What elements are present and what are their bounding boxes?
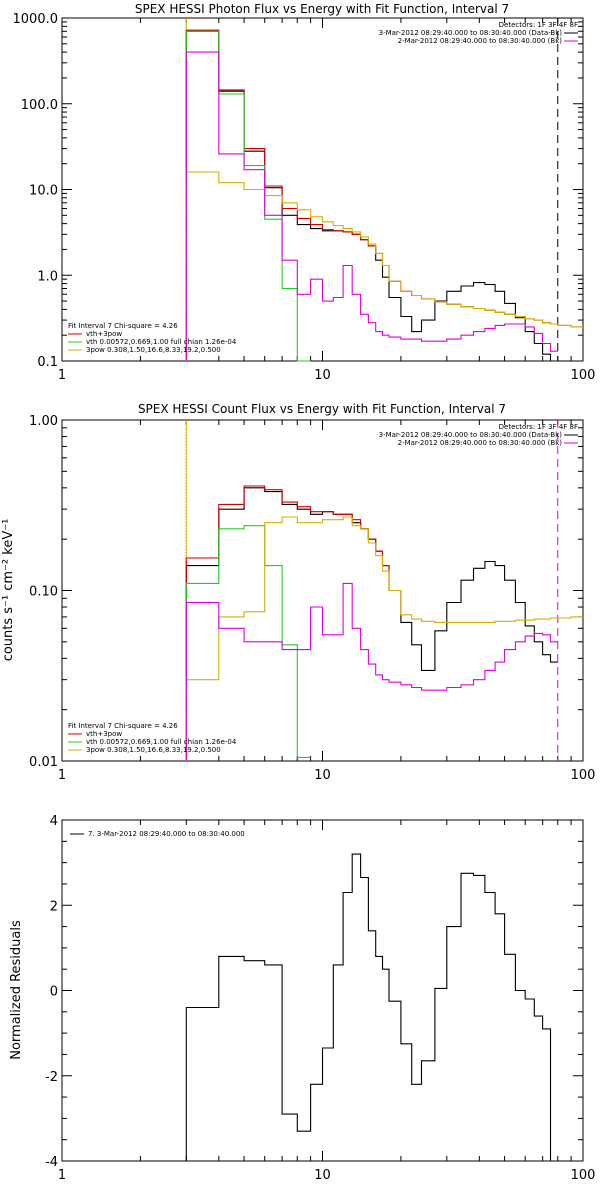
series-7-3-mar-2012-08-29-40-000-to-08-30-40-000 — [185, 853, 558, 1162]
x-tick-label: 1 — [58, 1168, 66, 1183]
reference-lines — [185, 18, 559, 361]
y-tick-label: 100.0 — [21, 98, 58, 113]
legend-bk-label: 2-Mar-2012 08:29:40.000 to 08:30:40.000 … — [398, 439, 563, 447]
x-tick-label: 1 — [58, 368, 66, 383]
y-tick-label: 4 — [50, 814, 58, 829]
legend-power-label: 3pow 0.308,1.50,16.6,8.33,19.2,0.500 — [86, 746, 221, 754]
legend-left: Fit Interval 7 Chi-square = 4.26 vth+3po… — [68, 722, 237, 754]
legend-fit-info: Fit Interval 7 Chi-square = 4.26 — [68, 722, 178, 730]
photon-flux-panel: SPEX HESSI Photon Flux vs Energy with Fi… — [13, 2, 596, 383]
legend-fit-info: Fit Interval 7 Chi-square = 4.26 — [68, 322, 178, 330]
series-vth-3pow — [185, 29, 583, 361]
x-tick-label: 100 — [571, 368, 596, 383]
residuals-panel: Normalized Residuals 1 10 100 -4 -2 0 2 4 7. 3-… — [9, 814, 595, 1183]
legend-label: 7. 3-Mar-2012 08:29:40.000 to 08:30:40.0… — [88, 830, 245, 838]
legend-total-label: vth+3pow — [86, 730, 122, 738]
legend: 7. 3-Mar-2012 08:29:40.000 to 08:30:40.0… — [70, 830, 245, 838]
y-tick-label: 0.1 — [37, 355, 58, 370]
y-tick-label: 1.0 — [37, 269, 58, 284]
plot-frame — [61, 819, 584, 1162]
y-axis-label: counts s⁻¹ cm⁻² keV⁻¹ — [1, 519, 16, 662]
y-tick-label: 0 — [50, 985, 58, 1000]
legend-thermal-label: vth 0.00572,0.669,1.00 full chian 1.26e-… — [86, 338, 237, 346]
x-tick-label: 10 — [314, 1168, 331, 1183]
plot-frame — [61, 17, 584, 362]
series-3pow — [185, 171, 583, 361]
series-group — [185, 29, 583, 362]
series-2-mar-2012-08-29-40-000-to-08-30-40-000-bk — [185, 582, 558, 761]
x-tick-label: 1 — [58, 768, 66, 783]
series-2-mar-2012-08-29-40-000-to-08-30-40-000-bk — [185, 51, 558, 361]
y-tick-label: 0.10 — [29, 585, 58, 600]
legend-data-label: 3-Mar-2012 08:29:40.000 to 08:30:40.000 … — [379, 431, 563, 439]
axes: 1 10 100 0.1 1.0 10.0 100.0 1000.0 — [13, 12, 596, 383]
legend-power-label: 3pow 0.308,1.50,16.6,8.33,19.2,0.500 — [86, 346, 221, 354]
x-tick-label: 10 — [314, 368, 331, 383]
y-tick-label: 1.00 — [29, 414, 58, 429]
x-tick-label: 10 — [314, 768, 331, 783]
legend-thermal-label: vth 0.00572,0.669,1.00 full chian 1.26e-… — [86, 738, 237, 746]
legend-right: Detectors: 1F 3F 4F 8F 3-Mar-2012 08:29:… — [379, 21, 578, 45]
series-vth — [185, 525, 311, 761]
series-group — [185, 853, 558, 1162]
y-tick-label: -4 — [45, 1155, 58, 1170]
chart-title: SPEX HESSI Photon Flux vs Energy with Fi… — [135, 2, 509, 16]
legend-total-label: vth+3pow — [86, 330, 122, 338]
legend-data-label: 3-Mar-2012 08:29:40.000 to 08:30:40.000 … — [379, 29, 563, 37]
reference-lines — [185, 420, 559, 761]
count-flux-panel: SPEX HESSI Count Flux vs Energy with Fit… — [1, 402, 595, 783]
y-tick-label: 0.01 — [29, 755, 58, 770]
legend-detectors: Detectors: 1F 3F 4F 8F — [499, 423, 578, 431]
legend-bk-label: 2-Mar-2012 08:29:40.000 to 08:30:40.000 … — [398, 37, 563, 45]
x-tick-label: 100 — [571, 1168, 596, 1183]
y-tick-label: -2 — [45, 1070, 58, 1085]
series-3pow — [185, 516, 583, 761]
plot-frame — [61, 419, 584, 762]
axes: 1 10 100 0.01 0.10 1.00 — [29, 414, 595, 783]
legend-detectors: Detectors: 1F 3F 4F 8F — [499, 21, 578, 29]
legend-right: Detectors: 1F 3F 4F 8F 3-Mar-2012 08:29:… — [379, 423, 578, 447]
y-tick-label: 10.0 — [29, 184, 58, 199]
y-tick-label: 2 — [50, 899, 58, 914]
legend-left: Fit Interval 7 Chi-square = 4.26 vth+3po… — [68, 322, 237, 354]
series-3-mar-2012-08-29-40-000-to-08-30-40-000-data-bk — [185, 30, 558, 362]
series-group — [185, 485, 583, 761]
y-axis-label: Normalized Residuals — [9, 920, 24, 1060]
axes: 1 10 100 -4 -2 0 2 4 — [45, 814, 595, 1183]
y-tick-label: 1000.0 — [13, 12, 59, 27]
x-tick-label: 100 — [571, 768, 596, 783]
chart-title: SPEX HESSI Count Flux vs Energy with Fit… — [138, 402, 506, 416]
series-vth — [185, 30, 311, 362]
